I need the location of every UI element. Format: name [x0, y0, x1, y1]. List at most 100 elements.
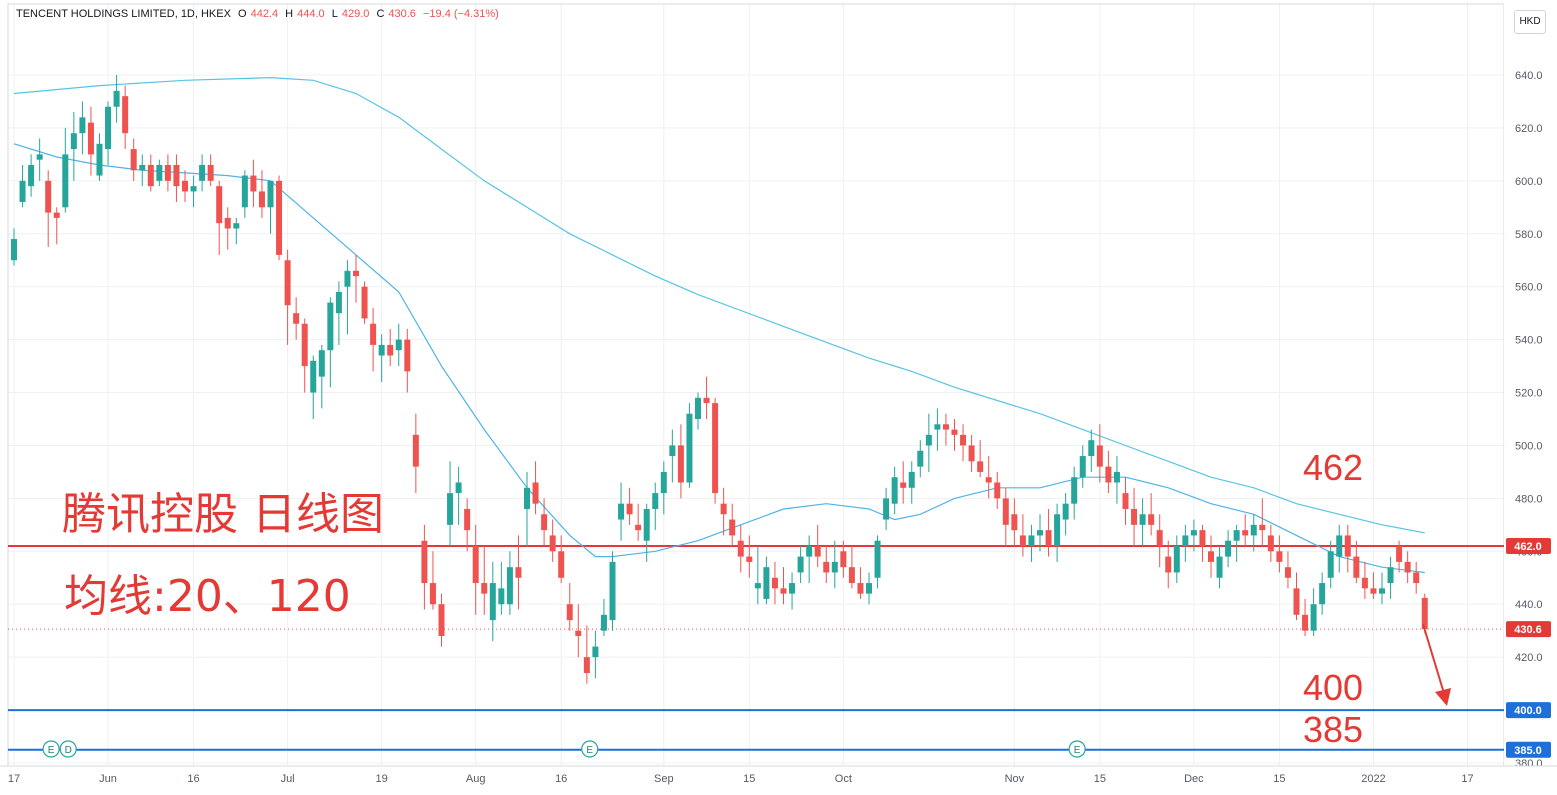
candle-body — [1302, 614, 1309, 631]
candle — [960, 424, 967, 462]
candle-body — [566, 604, 573, 621]
candle — [609, 551, 616, 631]
candle-body — [677, 445, 684, 483]
candle-body — [370, 323, 377, 345]
price-label-bg — [1506, 741, 1551, 758]
price-tick-label: 520.0 — [1515, 388, 1543, 400]
candle — [250, 159, 257, 208]
candle-body — [695, 397, 701, 419]
time-tick-label: 15 — [1273, 773, 1285, 785]
price-axis[interactable]: 380.0420.0440.0460.0480.0500.0520.0540.0… — [1504, 0, 1557, 795]
candle — [1088, 429, 1095, 472]
candle — [549, 519, 556, 562]
candle — [720, 487, 727, 536]
candle-body — [1002, 498, 1009, 525]
candle-body — [182, 180, 188, 192]
candle — [1336, 524, 1343, 573]
event-marker[interactable]: E — [1068, 740, 1086, 758]
candle-body — [293, 313, 300, 324]
candle — [686, 403, 693, 488]
candle-body — [404, 339, 411, 372]
candle-body — [1156, 530, 1163, 547]
candle — [327, 297, 334, 388]
candle-body — [233, 223, 240, 229]
candle-body — [412, 434, 419, 467]
candle — [1267, 524, 1274, 562]
candle-body — [977, 461, 984, 472]
projection-arrow — [1422, 623, 1451, 706]
candle — [874, 535, 881, 589]
symbol-legend: TENCENT HOLDINGS LIMITED, 1D, HKEX O 442.… — [16, 8, 503, 20]
candle — [1216, 546, 1223, 589]
candle — [1250, 514, 1257, 552]
candle-body — [113, 90, 120, 107]
candle-body — [1276, 551, 1283, 562]
candle-body — [908, 471, 915, 488]
candle — [626, 487, 633, 525]
candle — [36, 138, 43, 181]
candle — [45, 170, 52, 247]
candle — [1302, 598, 1309, 636]
candle-body — [1413, 572, 1420, 584]
candle-body — [173, 164, 180, 187]
candle-body — [994, 482, 1001, 499]
price-tick-label: 560.0 — [1515, 282, 1543, 294]
candle — [498, 561, 505, 615]
candle-body — [207, 164, 214, 181]
event-marker-circle — [581, 740, 599, 758]
event-marker[interactable]: D — [59, 740, 77, 758]
candles — [11, 75, 1428, 684]
candle-body — [250, 175, 257, 192]
candle-body — [1173, 546, 1180, 573]
candle-body — [712, 403, 719, 494]
candle — [19, 164, 26, 208]
candle-body — [310, 360, 317, 393]
close-label: C — [376, 8, 385, 20]
candle — [1165, 540, 1172, 589]
candle-body — [558, 551, 565, 578]
candle — [771, 561, 778, 605]
time-axis-bg — [0, 766, 1557, 795]
candle — [1028, 524, 1035, 562]
open-value: 442.4 — [250, 8, 279, 20]
time-axis[interactable]: 17 Jun 16 Jul 19 Aug 16 Sep 15 Oct Nov 15 Dec 15 2022 1… — [0, 765, 1557, 795]
time-tick-label: Jul — [281, 773, 295, 785]
candle — [1019, 514, 1026, 557]
candle-body — [541, 514, 548, 531]
event-marker[interactable]: E — [42, 740, 60, 758]
candle-body — [575, 630, 582, 636]
candle — [934, 408, 941, 451]
candle-body — [387, 344, 394, 356]
candle — [105, 101, 112, 165]
candle-body — [1216, 556, 1223, 578]
candle — [404, 329, 411, 393]
currency-button[interactable]: HKD — [1514, 10, 1546, 34]
candle-body — [327, 302, 334, 351]
candle — [780, 567, 787, 605]
candle-body — [1113, 471, 1120, 483]
candle — [1259, 498, 1266, 547]
event-marker-label: E — [1074, 745, 1081, 756]
candle-body — [814, 546, 821, 557]
candle-body — [968, 445, 975, 462]
candle-body — [1387, 567, 1394, 584]
candle — [1190, 519, 1197, 552]
close-value: 430.6 — [388, 8, 416, 20]
price-axis-bg — [1504, 0, 1557, 795]
candle-body — [122, 96, 129, 134]
event-marker[interactable]: E — [581, 740, 599, 758]
candle-body — [498, 588, 505, 605]
arrow-shaft — [1422, 623, 1444, 691]
candle-body — [1019, 535, 1026, 547]
candle — [566, 583, 573, 631]
candle — [951, 419, 958, 451]
event-marker-circle — [42, 740, 60, 758]
candle-body — [506, 567, 513, 605]
candle-body — [1379, 588, 1385, 594]
high-label: H — [285, 8, 294, 20]
ma20-line — [13, 143, 1425, 574]
candle-body — [951, 429, 958, 435]
